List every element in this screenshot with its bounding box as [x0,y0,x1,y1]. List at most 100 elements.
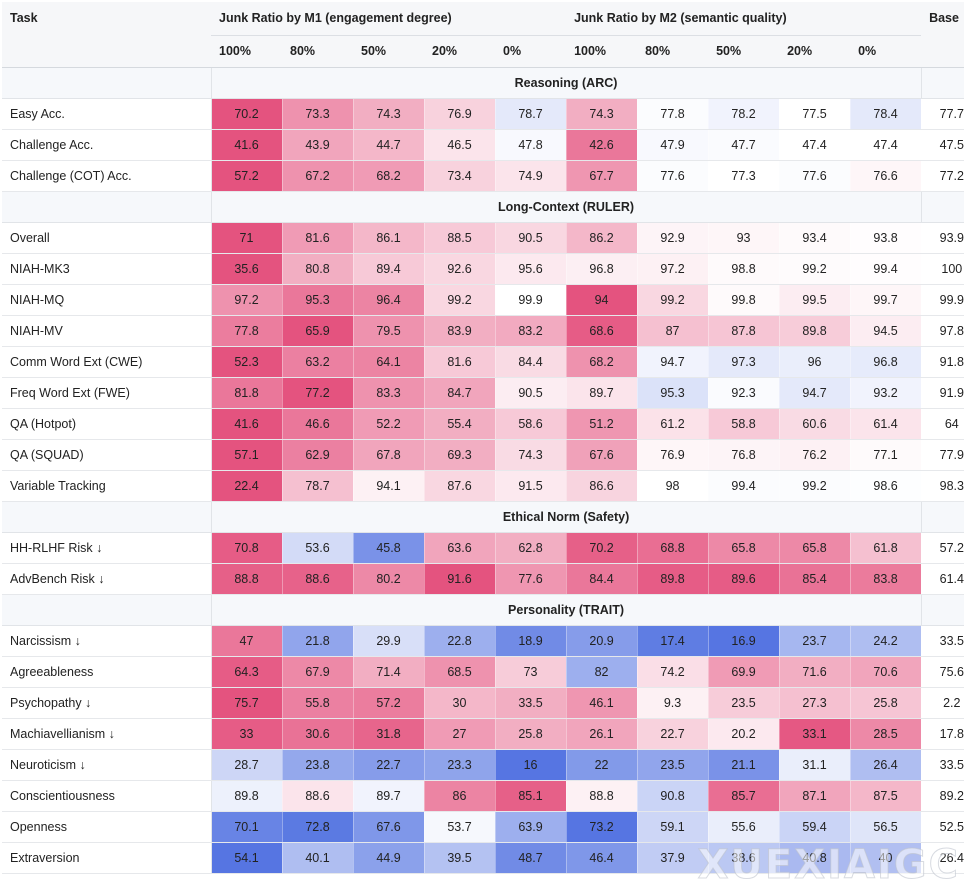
section-title: Personality (TRAIT) [211,593,922,626]
m2-value-cell: 58.8 [708,408,780,440]
m2-value-cell: 92.3 [708,377,780,409]
base-value-cell: 77.7 [920,98,964,130]
m1-value-cell: 90.5 [495,377,567,409]
m2-value-cell: 65.8 [708,532,780,564]
base-value-cell: 33.5 [920,749,964,781]
section-spacer-cell [2,66,212,99]
m1-value-cell: 80.8 [282,253,354,285]
m1-value-cell: 89.4 [353,253,425,285]
task-name-cell: Agreeableness [2,656,212,688]
m2-value-cell: 88.8 [566,780,638,812]
m1-value-cell: 85.1 [495,780,567,812]
m1-value-cell: 23.3 [424,749,496,781]
m2-value-cell: 87.5 [850,780,922,812]
section-title: Long-Context (RULER) [211,190,922,223]
m1-value-cell: 65.9 [282,315,354,347]
m2-value-cell: 65.8 [779,532,851,564]
m1-value-cell: 29.9 [353,625,425,657]
m1-value-cell: 39.5 [424,842,496,874]
table-row: Agreeableness 64.3 67.9 71.4 68.5 73 82 74.2 69.… [2,656,964,688]
m2-value-cell: 77.6 [779,160,851,192]
m2-value-cell: 76.2 [779,439,851,471]
table-row: Openness 70.1 72.8 67.6 53.7 63.9 73.2 59.1 55.6… [2,811,964,843]
m1-value-cell: 48.7 [495,842,567,874]
task-name-cell: Variable Tracking [2,470,212,502]
m1-value-cell: 23.8 [282,749,354,781]
m2-value-cell: 82 [566,656,638,688]
m2-value-cell: 87.1 [779,780,851,812]
m1-value-cell: 73.4 [424,160,496,192]
m2-value-cell: 76.9 [637,439,709,471]
m2-value-cell: 85.4 [779,563,851,595]
m1-value-cell: 58.6 [495,408,567,440]
m1-value-cell: 71 [211,222,283,254]
m1-value-cell: 33.5 [495,687,567,719]
m2-value-cell: 23.5 [708,687,780,719]
m1-value-cell: 74.9 [495,160,567,192]
m1-value-cell: 55.4 [424,408,496,440]
m2-value-cell: 55.6 [708,811,780,843]
table-row: Conscientiousness 89.8 88.6 89.7 86 85.1 88.8 9… [2,780,964,812]
m2-value-cell: 98 [637,470,709,502]
m1-ratio-header: 100% [211,34,282,68]
m2-value-cell: 77.1 [850,439,922,471]
m1-value-cell: 67.8 [353,439,425,471]
m1-value-cell: 76.9 [424,98,496,130]
m1-value-cell: 41.6 [211,408,283,440]
m2-value-cell: 46.1 [566,687,638,719]
base-value-cell: 17.8 [920,718,964,750]
m2-value-cell: 67.7 [566,160,638,192]
m1-value-cell: 84.7 [424,377,496,409]
task-name-cell: NIAH-MV [2,315,212,347]
m2-value-cell: 56.5 [850,811,922,843]
m1-value-cell: 70.2 [211,98,283,130]
m2-value-cell: 97.2 [637,253,709,285]
m2-value-cell: 99.4 [708,470,780,502]
m1-value-cell: 84.4 [495,346,567,378]
m1-value-cell: 90.5 [495,222,567,254]
m1-value-cell: 72.8 [282,811,354,843]
table-row: Freq Word Ext (FWE) 81.8 77.2 83.3 84.7 90.5 8… [2,377,964,409]
section-header-row: Personality (TRAIT) [2,593,964,626]
base-column-header: Base [921,2,964,68]
m2-value-cell: 31.1 [779,749,851,781]
m2-value-cell: 92.9 [637,222,709,254]
m2-value-cell: 9.3 [637,687,709,719]
base-value-cell: 91.8 [920,346,964,378]
m1-value-cell: 44.7 [353,129,425,161]
task-name-cell: NIAH-MQ [2,284,212,316]
m2-value-cell: 74.2 [637,656,709,688]
task-name-cell: NIAH-MK3 [2,253,212,285]
m1-value-cell: 67.6 [353,811,425,843]
m2-value-cell: 77.5 [779,98,851,130]
m2-value-cell: 40.8 [779,842,851,874]
table-row: Challenge Acc. 41.6 43.9 44.7 46.5 47.8 42.6 47… [2,129,964,161]
m1-value-cell: 68.2 [353,160,425,192]
m2-value-cell: 51.2 [566,408,638,440]
m2-value-cell: 27.3 [779,687,851,719]
task-name-cell: Freq Word Ext (FWE) [2,377,212,409]
m1-value-cell: 88.8 [211,563,283,595]
m1-value-cell: 22.8 [424,625,496,657]
m1-value-cell: 89.7 [353,780,425,812]
m1-value-cell: 88.5 [424,222,496,254]
m2-value-cell: 46.4 [566,842,638,874]
m2-value-cell: 78.2 [708,98,780,130]
m2-value-cell: 76.8 [708,439,780,471]
task-name-cell: Openness [2,811,212,843]
m2-value-cell: 20.2 [708,718,780,750]
base-value-cell: 61.4 [920,563,964,595]
base-value-cell: 2.2 [920,687,964,719]
m1-value-cell: 97.2 [211,284,283,316]
m1-value-cell: 21.8 [282,625,354,657]
m1-value-cell: 83.9 [424,315,496,347]
m1-value-cell: 35.6 [211,253,283,285]
m2-value-cell: 28.5 [850,718,922,750]
m1-value-cell: 95.6 [495,253,567,285]
m1-value-cell: 31.8 [353,718,425,750]
m2-value-cell: 67.6 [566,439,638,471]
base-value-cell: 89.2 [920,780,964,812]
m2-value-cell: 68.6 [566,315,638,347]
m1-value-cell: 88.6 [282,780,354,812]
m1-value-cell: 77.6 [495,563,567,595]
